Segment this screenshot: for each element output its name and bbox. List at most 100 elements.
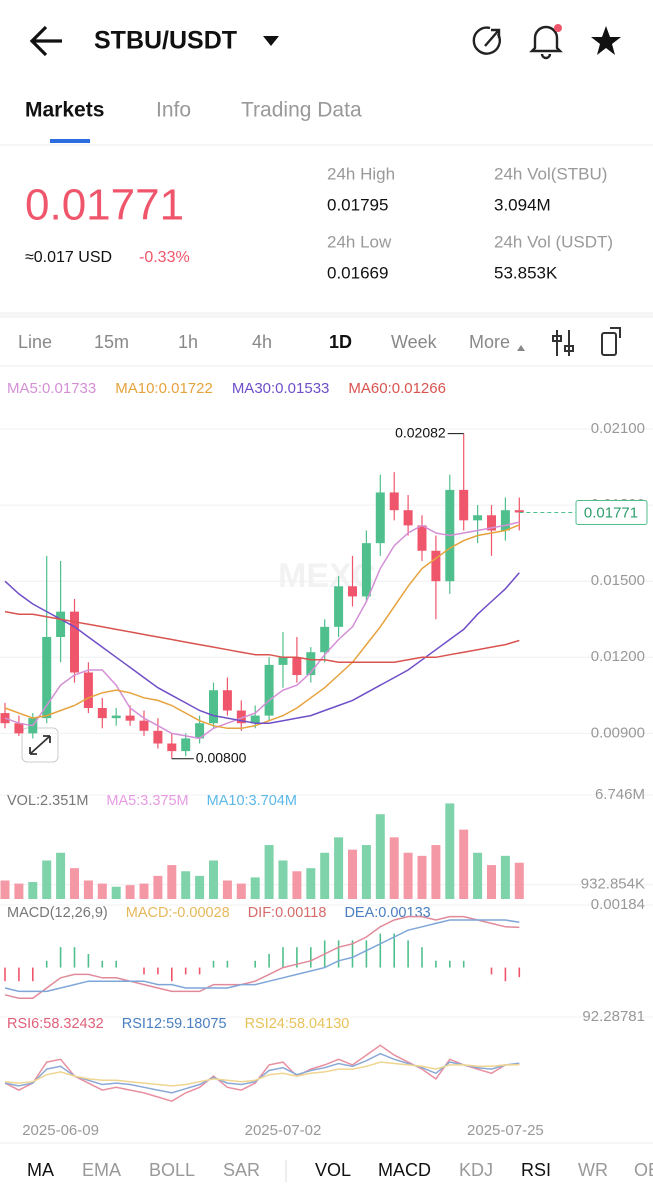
share-button[interactable] <box>472 26 501 55</box>
macd-bar <box>226 960 229 968</box>
indicator-tab[interactable]: WR <box>578 1160 608 1180</box>
volume-bar <box>236 883 246 899</box>
candle-body <box>473 515 483 521</box>
macd-bar <box>490 967 493 975</box>
candle-body <box>403 510 413 526</box>
more-caret[interactable] <box>517 345 525 351</box>
macd-bar <box>351 940 354 968</box>
interval[interactable]: Week <box>391 332 438 352</box>
candle-body <box>320 626 330 653</box>
macd-bar <box>407 940 409 968</box>
interval[interactable]: More <box>469 332 510 352</box>
candle-body <box>139 720 149 731</box>
favorite-button[interactable] <box>591 26 621 55</box>
volume-bar <box>431 845 441 899</box>
macd-bar <box>59 947 62 968</box>
volume-bar <box>97 883 107 899</box>
watermark: MEXC <box>278 557 376 595</box>
indicator-tab[interactable]: BOLL <box>149 1160 195 1180</box>
indicator-tab[interactable]: EMA <box>82 1160 121 1180</box>
volume-bar <box>348 849 357 899</box>
volume-bar <box>292 871 302 899</box>
indicator-tab[interactable]: VOL <box>315 1160 351 1180</box>
candle-body <box>487 515 496 531</box>
tab[interactable]: Markets <box>25 99 104 122</box>
rotate-button[interactable] <box>601 327 621 356</box>
candle-body <box>278 657 288 665</box>
macd-bar <box>379 933 382 968</box>
macd-bar <box>365 940 368 968</box>
price-change: -0.33% <box>139 249 190 266</box>
candle-body <box>250 715 260 724</box>
candle-body <box>264 664 274 716</box>
candle-body <box>111 715 121 719</box>
interval[interactable]: Line <box>18 332 52 352</box>
interval[interactable]: 1D <box>329 332 352 352</box>
x-tick-label: 2025-07-25 <box>467 1122 544 1139</box>
volume-bar <box>389 837 399 899</box>
legend-label: MACD:-0.00028 <box>126 905 230 921</box>
volume-bar <box>222 880 232 899</box>
macd-bar <box>45 960 48 968</box>
volume-bar <box>28 882 38 899</box>
volume-bar <box>445 803 455 899</box>
volume-bar <box>459 829 469 899</box>
macd-bar <box>504 967 507 982</box>
legend-label: MA10:3.704M <box>207 793 297 809</box>
indicator-tab[interactable]: MACD <box>378 1160 431 1180</box>
indicator-tab[interactable]: KDJ <box>459 1160 493 1180</box>
indicator-tab[interactable]: SAR <box>223 1160 260 1180</box>
tab[interactable]: Info <box>156 99 191 122</box>
candle-body <box>334 586 344 627</box>
tab[interactable]: Trading Data <box>241 99 362 122</box>
interval[interactable]: 1h <box>178 332 198 352</box>
macd-bar <box>87 953 90 968</box>
y-tick-label: 932.854K <box>581 876 645 893</box>
indicator-settings[interactable] <box>552 330 574 356</box>
y-tick-label: 0.00184 <box>591 896 645 913</box>
legend-label: DIF:0.00118 <box>248 905 327 921</box>
candle-body <box>361 543 371 597</box>
ma-line <box>4 524 520 730</box>
volume-bar <box>181 871 191 899</box>
candle-body <box>125 715 135 721</box>
macd-bar <box>393 933 395 968</box>
legend-label: MA5:3.375M <box>106 793 188 809</box>
alert-button[interactable] <box>529 24 563 60</box>
interval[interactable]: 15m <box>94 332 129 352</box>
candle-body <box>500 510 510 531</box>
volume-bar <box>250 877 260 899</box>
macd-line <box>4 919 520 993</box>
interval[interactable]: 4h <box>252 332 272 352</box>
legend-label: RSI6:58.32432 <box>7 1016 104 1032</box>
rsi-line <box>4 1044 520 1103</box>
macd-bar <box>157 967 159 975</box>
candle-body <box>222 690 232 711</box>
legend-label: MA30:0.01533 <box>232 380 330 397</box>
y-tick-label: 0.01200 <box>591 648 645 665</box>
stat-value: 0.01795 <box>327 195 388 214</box>
candle-body <box>42 636 52 719</box>
candle-body <box>97 707 107 719</box>
pair-title[interactable]: STBU/USDT <box>94 27 237 55</box>
ma-line <box>4 610 520 664</box>
tab-indicator <box>50 139 90 143</box>
expand-button[interactable] <box>21 727 59 763</box>
macd-bar <box>101 960 104 968</box>
indicator-tab[interactable]: OBV <box>634 1160 653 1180</box>
pair-dropdown[interactable] <box>263 36 279 46</box>
indicator-tab[interactable]: MA <box>27 1160 54 1180</box>
volume-bar <box>306 868 316 899</box>
candle-body <box>236 710 246 724</box>
macd-bar <box>115 960 117 968</box>
volume-bar <box>487 865 496 899</box>
candle-body <box>153 730 163 744</box>
macd-bar <box>73 947 76 968</box>
indicator-tab[interactable]: RSI <box>521 1160 551 1180</box>
legend-label: MA5:0.01733 <box>7 380 96 397</box>
volume-bar <box>209 860 218 899</box>
candle-body <box>431 550 441 582</box>
back-button[interactable] <box>29 25 62 57</box>
volume-bar <box>153 875 163 899</box>
volume-bar <box>0 880 10 899</box>
